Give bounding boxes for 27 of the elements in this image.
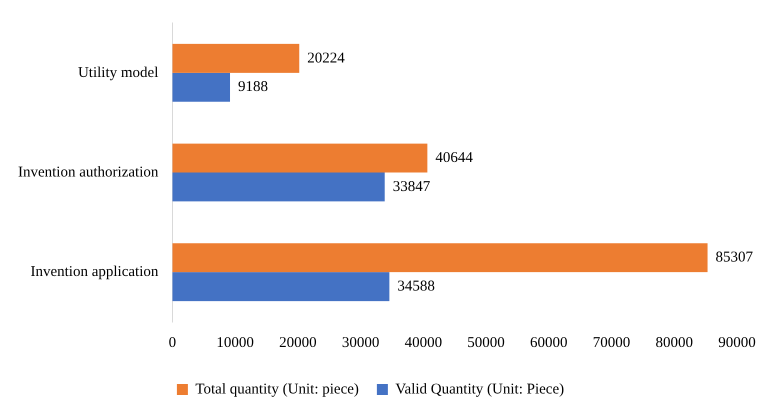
x-tick-label: 40000: [404, 334, 442, 351]
data-label: 85307: [716, 250, 754, 266]
legend-label: Valid Quantity (Unit: Piece): [395, 381, 564, 398]
bar: [172, 72, 230, 102]
y-tick-label: Invention application: [30, 264, 159, 280]
bar: [172, 172, 385, 202]
x-tick-label: 30000: [342, 334, 380, 351]
bar: [172, 272, 390, 302]
x-tick-label: 20000: [279, 334, 317, 351]
y-tick-label: Utility model: [78, 64, 158, 81]
bar: [172, 44, 300, 73]
x-tick-label: 80000: [656, 334, 694, 351]
data-label: 20224: [307, 50, 346, 66]
bar: [172, 144, 428, 172]
x-tick-label: 0: [168, 334, 176, 351]
x-tick-label: 50000: [467, 334, 505, 351]
legend-label: Total quantity (Unit: piece): [195, 381, 359, 398]
y-tick-label: Invention authorization: [18, 164, 159, 180]
x-tick-label: 60000: [530, 334, 568, 351]
data-label: 33847: [392, 178, 431, 195]
data-label: 40644: [435, 150, 474, 166]
bar: [172, 243, 708, 272]
data-label: 9188: [238, 79, 268, 96]
x-tick-label: 70000: [592, 334, 630, 351]
x-tick-label: 90000: [718, 334, 756, 351]
x-tick-label: 10000: [216, 334, 254, 351]
data-label: 34588: [397, 278, 435, 295]
